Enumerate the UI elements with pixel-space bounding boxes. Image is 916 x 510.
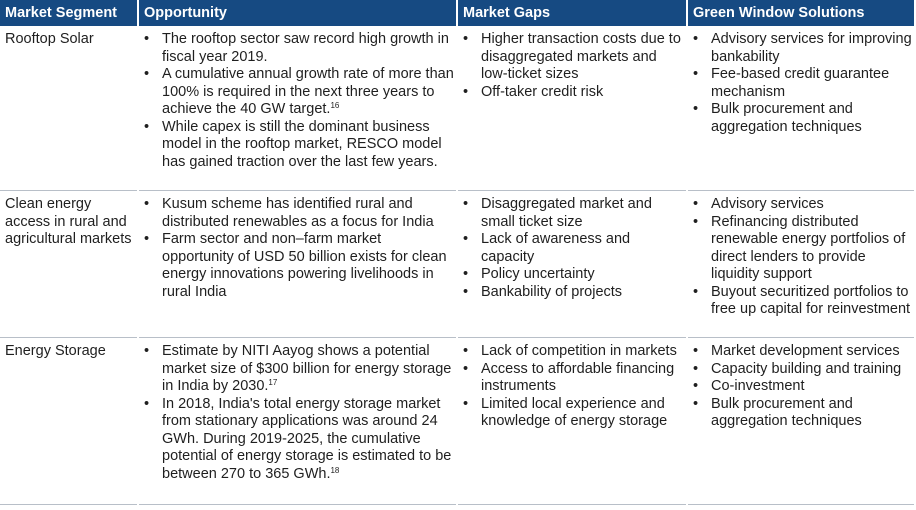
opportunity-cell: Kusum scheme has identified rural and di… xyxy=(139,196,456,301)
list-item: A cumulative annual growth rate of more … xyxy=(139,66,456,119)
solutions-list: Advisory services Refinancing distribute… xyxy=(688,196,914,319)
column-divider xyxy=(137,0,139,505)
list-item: Refinancing distributed renewable energy… xyxy=(688,214,914,284)
gaps-cell: Higher transaction costs due to disaggre… xyxy=(458,31,686,101)
list-item: Farm sector and non–farm market opportun… xyxy=(139,231,456,301)
list-item: Market development services xyxy=(688,343,914,361)
gaps-cell: Disaggregated market and small ticket si… xyxy=(458,196,686,301)
list-item: In 2018, India's total energy storage ma… xyxy=(139,396,456,484)
list-item: Lack of awareness and capacity xyxy=(458,231,686,266)
solutions-list: Market development services Capacity bui… xyxy=(688,343,914,431)
header-opportunity: Opportunity xyxy=(139,0,456,26)
list-item: Advisory services for improving bankabil… xyxy=(688,31,914,66)
list-item: Off-taker credit risk xyxy=(458,84,686,102)
opportunity-cell: The rooftop sector saw record high growt… xyxy=(139,31,456,171)
header-market-gaps: Market Gaps xyxy=(458,0,686,26)
header-green-window-solutions: Green Window Solutions xyxy=(688,0,914,26)
list-item: Buyout securitized portfolios to free up… xyxy=(688,284,914,319)
opportunity-list: Estimate by NITI Aayog shows a potential… xyxy=(139,343,456,483)
segment-cell: Rooftop Solar xyxy=(5,31,94,47)
column-divider xyxy=(686,0,688,505)
solutions-cell: Advisory services for improving bankabil… xyxy=(688,31,914,136)
solutions-cell: Market development services Capacity bui… xyxy=(688,343,914,431)
footnote-ref: 17 xyxy=(268,378,278,387)
list-item: Limited local experience and knowledge o… xyxy=(458,396,686,431)
list-item: Fee-based credit guarantee mechanism xyxy=(688,66,914,101)
gaps-cell: Lack of competition in markets Access to… xyxy=(458,343,686,431)
opportunity-list: Kusum scheme has identified rural and di… xyxy=(139,196,456,301)
list-item: Disaggregated market and small ticket si… xyxy=(458,196,686,231)
footnote-ref: 18 xyxy=(330,465,340,475)
opportunity-cell: Estimate by NITI Aayog shows a potential… xyxy=(139,343,456,483)
gaps-list: Disaggregated market and small ticket si… xyxy=(458,196,686,301)
gaps-list: Lack of competition in markets Access to… xyxy=(458,343,686,431)
list-item: Access to affordable financing instrumen… xyxy=(458,361,686,396)
list-item: Bulk procurement and aggregation techniq… xyxy=(688,396,914,431)
footnote-ref: 16 xyxy=(330,101,340,110)
list-item: Bankability of projects xyxy=(458,284,686,302)
list-item: Estimate by NITI Aayog shows a potential… xyxy=(139,343,456,396)
column-divider xyxy=(456,0,458,505)
list-item: While capex is still the dominant busine… xyxy=(139,119,456,172)
segment-cell: Energy Storage xyxy=(5,343,106,359)
list-item: Policy uncertainty xyxy=(458,266,686,284)
solutions-list: Advisory services for improving bankabil… xyxy=(688,31,914,136)
solutions-cell: Advisory services Refinancing distribute… xyxy=(688,196,914,319)
list-item: Capacity building and training xyxy=(688,361,914,379)
list-item: Kusum scheme has identified rural and di… xyxy=(139,196,456,231)
opportunity-list: The rooftop sector saw record high growt… xyxy=(139,31,456,171)
list-item: Co-investment xyxy=(688,378,914,396)
segment-cell: Clean energy access in rural and agricul… xyxy=(5,196,132,247)
gaps-list: Higher transaction costs due to disaggre… xyxy=(458,31,686,101)
list-item: The rooftop sector saw record high growt… xyxy=(139,31,456,66)
list-item: Bulk procurement and aggregation techniq… xyxy=(688,101,914,136)
list-item: Lack of competition in markets xyxy=(458,343,686,361)
list-item: Advisory services xyxy=(688,196,914,214)
header-market-segment: Market Segment xyxy=(0,0,137,26)
list-item: Higher transaction costs due to disaggre… xyxy=(458,31,686,84)
